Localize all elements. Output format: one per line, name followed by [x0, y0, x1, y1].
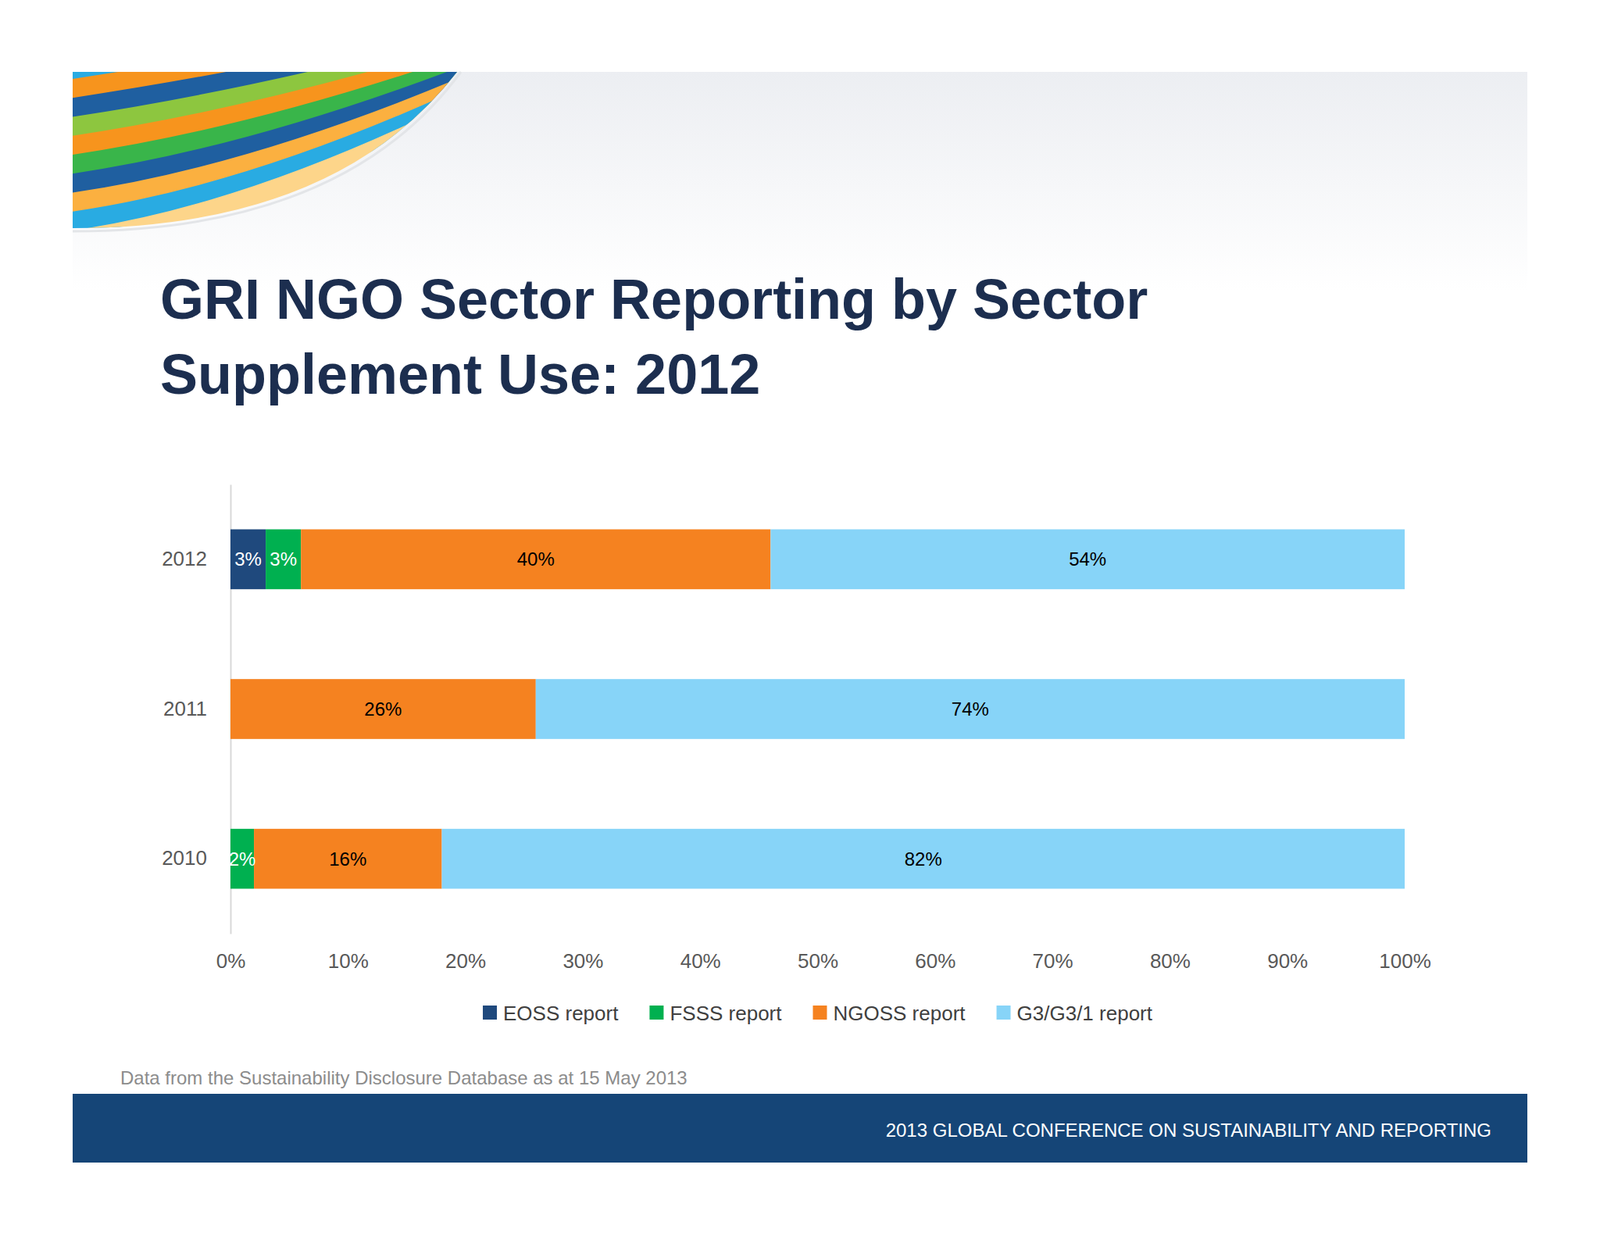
swirl-stroke — [31, 7, 500, 79]
legend: EOSS report FSSS report NGOSS report G3/G3/… — [482, 1001, 1154, 1025]
x-tick: 10% — [328, 941, 369, 973]
x-tick: 90% — [1267, 941, 1308, 973]
title: GRI NGO Sector Reporting by SectorSupple… — [160, 267, 1148, 406]
data-label: 74% — [951, 698, 990, 720]
y-tick-label: 2010 — [161, 846, 208, 870]
x-tick: 80% — [1150, 941, 1191, 973]
y-tick-label: 2012 — [161, 546, 208, 571]
footer-band — [72, 1093, 1528, 1163]
x-tick: 60% — [914, 941, 956, 973]
bar-segment — [300, 529, 771, 590]
legend-item: G3/G3/1 report — [996, 1001, 1154, 1025]
y-tick: 2011 — [163, 696, 231, 721]
data-label: 3% — [234, 548, 262, 570]
x-axis: 0% 10% 20% 30% 40% 50% 60% 70% 80% 90% 100% — [216, 941, 1432, 973]
bar-segment — [442, 828, 1405, 890]
x-tick: 100% — [1378, 941, 1432, 973]
x-axis-line — [231, 941, 1406, 943]
x-tick-label: 60% — [914, 949, 956, 973]
y-tick: 2010 — [161, 846, 231, 870]
logo-swirl — [31, 7, 500, 247]
data-labels: 3% 3% 2% 40% 26% 16% 54% 74% 82% — [228, 548, 1108, 869]
x-tick-label: 90% — [1267, 949, 1308, 973]
y-axis: 2012 2011 2010 — [161, 485, 231, 935]
x-tick: 50% — [797, 941, 839, 973]
x-tick-label: 70% — [1032, 949, 1074, 973]
x-tick: 0% — [216, 941, 247, 973]
bar-segment — [230, 678, 536, 740]
legend-swatch — [812, 1005, 827, 1020]
legend-item: FSSS report — [649, 1001, 783, 1025]
x-tick: 70% — [1032, 941, 1074, 973]
x-tick-label: 10% — [328, 949, 369, 973]
legend-label: NGOSS report — [832, 1001, 966, 1025]
legend-swatch — [996, 1005, 1011, 1020]
bar-segment — [770, 529, 1405, 590]
y-tick-label: 2011 — [163, 696, 208, 721]
bar-segment — [253, 828, 442, 890]
legend-item: EOSS report — [482, 1001, 619, 1025]
swirl-stroke — [31, 92, 500, 247]
x-tick-label: 0% — [216, 949, 247, 973]
legend-label: EOSS report — [503, 1001, 619, 1025]
bar-segment — [230, 529, 266, 590]
chart: GRI NGO Sector Reporting by SectorSupple… — [0, 0, 1600, 1236]
x-tick: 20% — [445, 941, 486, 973]
legend-label: G3/G3/1 report — [1017, 1001, 1154, 1025]
bars — [230, 529, 1405, 890]
footer-text: 2013 GLOBAL CONFERENCE ON SUSTAINABILITY… — [885, 1119, 1492, 1141]
data-label: 54% — [1068, 548, 1107, 570]
data-label: 16% — [328, 848, 367, 870]
x-tick-label: 20% — [445, 949, 486, 973]
x-tick-label: 40% — [680, 949, 722, 973]
data-label: 3% — [269, 548, 297, 570]
legend-swatch — [649, 1005, 664, 1020]
bar-segment — [265, 529, 301, 590]
bar-segment — [535, 678, 1405, 740]
data-label: 40% — [517, 548, 555, 570]
data-label: 26% — [364, 698, 402, 720]
source-note: Data from the Sustainability Disclosure … — [120, 1067, 688, 1089]
x-tick: 40% — [680, 941, 722, 973]
data-label: 2% — [228, 848, 257, 870]
x-tick-label: 50% — [797, 949, 839, 973]
x-tick-label: 100% — [1378, 949, 1432, 973]
x-tick-label: 80% — [1150, 949, 1191, 973]
legend-item: NGOSS report — [812, 1001, 966, 1025]
legend-label: FSSS report — [669, 1001, 783, 1025]
x-tick-label: 30% — [562, 949, 604, 973]
x-tick: 30% — [562, 941, 604, 973]
swirl-edge — [72, 71, 461, 232]
data-label: 82% — [904, 848, 943, 870]
legend-swatch — [482, 1005, 497, 1020]
y-tick: 2012 — [161, 546, 231, 571]
